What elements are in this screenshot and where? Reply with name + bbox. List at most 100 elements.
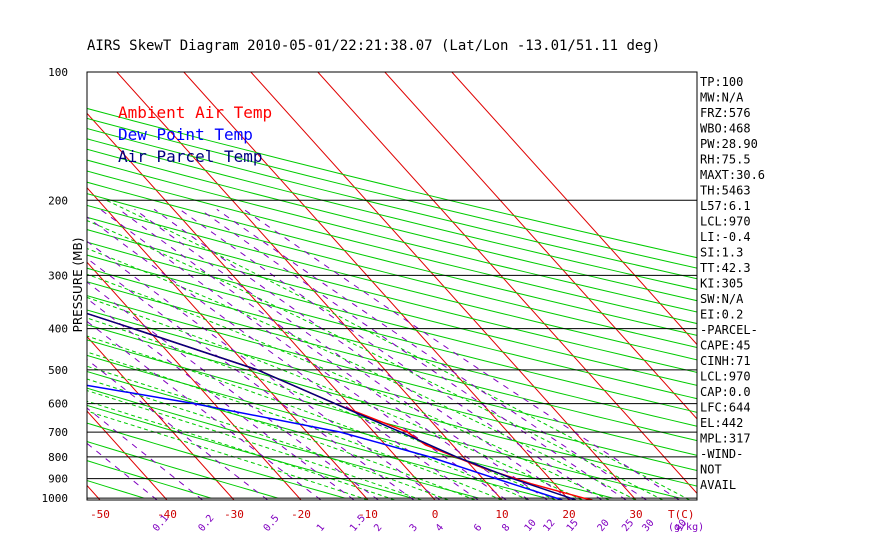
index-entry: AVAIL xyxy=(700,478,736,492)
dry-adiabat-line xyxy=(87,460,212,499)
dry-adiabat-line xyxy=(87,181,697,336)
y-axis-label: PRESSURE (MB) xyxy=(71,238,85,333)
index-entry: SW:N/A xyxy=(700,292,744,306)
dry-adiabat-line xyxy=(87,127,697,280)
dry-adiabat-line xyxy=(87,229,697,386)
pressure-tick-label: 900 xyxy=(48,473,68,486)
index-entry: PW:28.90 xyxy=(700,137,758,151)
dry-adiabat-line xyxy=(87,281,697,442)
moist-adiabat-line xyxy=(87,378,449,500)
isotherm-line xyxy=(183,72,570,500)
legend-entry: Dew Point Temp xyxy=(118,125,253,144)
mixing-ratio-tick-label: 8 xyxy=(500,522,512,534)
dry-adiabat-line xyxy=(87,117,697,269)
pressure-tick-label: 500 xyxy=(48,364,68,377)
mixing-ratio-unit: (g/kg) xyxy=(668,522,704,533)
series-line-dew-point-temp xyxy=(87,384,563,500)
moist-adiabat-line xyxy=(106,199,690,500)
index-entry: WBO:468 xyxy=(700,122,751,136)
index-entry: KI:305 xyxy=(700,277,743,291)
isotherm-line xyxy=(317,72,697,495)
isotherm-line xyxy=(87,112,436,500)
mixing-ratio-line xyxy=(199,208,627,500)
dry-adiabat-line xyxy=(87,267,697,427)
bottom-temp-tick-label: -20 xyxy=(291,508,311,521)
series-layer xyxy=(87,312,593,500)
mixing-ratio-tick-label: 4 xyxy=(434,522,446,534)
index-entry: LCL:970 xyxy=(700,215,751,229)
pressure-tick-label: 800 xyxy=(48,451,68,464)
index-entry: MW:N/A xyxy=(700,91,744,105)
index-entry: TH:5463 xyxy=(700,184,751,198)
isotherm-line xyxy=(384,72,697,420)
mixing-ratio-line xyxy=(87,281,379,500)
isotherm-line xyxy=(87,261,302,500)
moist-adiabat-line xyxy=(87,219,664,500)
isotherm-line xyxy=(451,72,697,346)
dry-adiabat-line xyxy=(87,204,697,361)
dry-adiabat-line xyxy=(87,295,697,456)
index-entry: TT:42.3 xyxy=(700,261,751,275)
isotherm-line xyxy=(250,72,637,500)
bottom-temp-tick-label: -50 xyxy=(90,508,110,521)
mixing-ratio-line xyxy=(243,208,680,500)
dry-adiabat-line xyxy=(87,148,697,302)
pressure-tick-label: 100 xyxy=(48,66,68,79)
dry-adiabat-line xyxy=(87,441,279,499)
dry-adiabat-line xyxy=(87,138,697,291)
dry-adiabat-line xyxy=(87,370,547,499)
moist-adiabat-line xyxy=(87,365,476,500)
index-entry: CINH:71 xyxy=(700,354,751,368)
pressure-tick-label: 400 xyxy=(48,323,68,336)
mixing-ratio-line xyxy=(87,442,158,500)
bottom-temp-tick-label: 30 xyxy=(629,508,642,521)
index-entry: FRZ:576 xyxy=(700,106,751,120)
pressure-tick-label: 700 xyxy=(48,426,68,439)
bottom-temp-tick-label: -30 xyxy=(224,508,244,521)
dry-adiabat-line xyxy=(87,170,697,325)
moist-adiabat-line xyxy=(87,410,369,500)
moist-adiabat-line xyxy=(87,296,583,500)
dry-adiabat-line xyxy=(87,354,614,499)
index-entry: SI:1.3 xyxy=(700,246,743,260)
moist-adiabat-line xyxy=(87,400,395,500)
mixing-ratio-tick-label: 3 xyxy=(408,522,420,534)
index-entry: LFC:644 xyxy=(700,401,751,415)
index-entry: EL:442 xyxy=(700,416,743,430)
dry-adiabat-line xyxy=(87,241,697,400)
dry-adiabat-line xyxy=(87,107,697,259)
index-entry: -PARCEL- xyxy=(700,323,758,337)
dry-adiabat-line xyxy=(87,404,413,499)
mixing-ratio-line xyxy=(153,208,572,500)
mixing-ratio-tick-label: 6 xyxy=(472,522,484,534)
index-entry: CAPE:45 xyxy=(700,339,751,353)
dry-adiabat-line xyxy=(87,216,697,373)
bottom-temp-tick-label: -10 xyxy=(358,508,378,521)
pressure-tick-label: 300 xyxy=(48,269,68,282)
index-entry: -WIND- xyxy=(700,447,743,461)
mixing-ratio-line xyxy=(87,240,441,500)
mixing-ratio-tick-label: 1 xyxy=(315,522,327,534)
bottom-temp-tick-label: 0 xyxy=(432,508,439,521)
legend-entry: Ambient Air Temp xyxy=(118,103,272,122)
mixing-ratio-tick-label: 2 xyxy=(372,522,384,534)
index-entry: TP:100 xyxy=(700,75,743,89)
dry-adiabat-line xyxy=(87,324,697,487)
plot-frame xyxy=(86,71,698,501)
index-entry: MAXT:30.6 xyxy=(700,168,765,182)
isotherm-line xyxy=(87,335,235,500)
index-entry: EI:0.2 xyxy=(700,308,743,322)
moist-adiabat-line xyxy=(87,351,503,500)
index-entry: LI:-0.4 xyxy=(700,230,751,244)
moist-adiabat-line xyxy=(87,273,610,500)
bottom-temp-tick-label: 20 xyxy=(562,508,575,521)
grid-layer xyxy=(87,72,697,500)
dry-adiabat-line xyxy=(87,193,697,348)
mixing-ratio-line xyxy=(134,208,548,500)
dry-adiabat-line xyxy=(87,422,346,499)
bottom-temp-unit: T(C) xyxy=(668,508,695,521)
mixing-ratio-line xyxy=(87,257,415,500)
pressure-tick-label: 1000 xyxy=(42,492,69,505)
